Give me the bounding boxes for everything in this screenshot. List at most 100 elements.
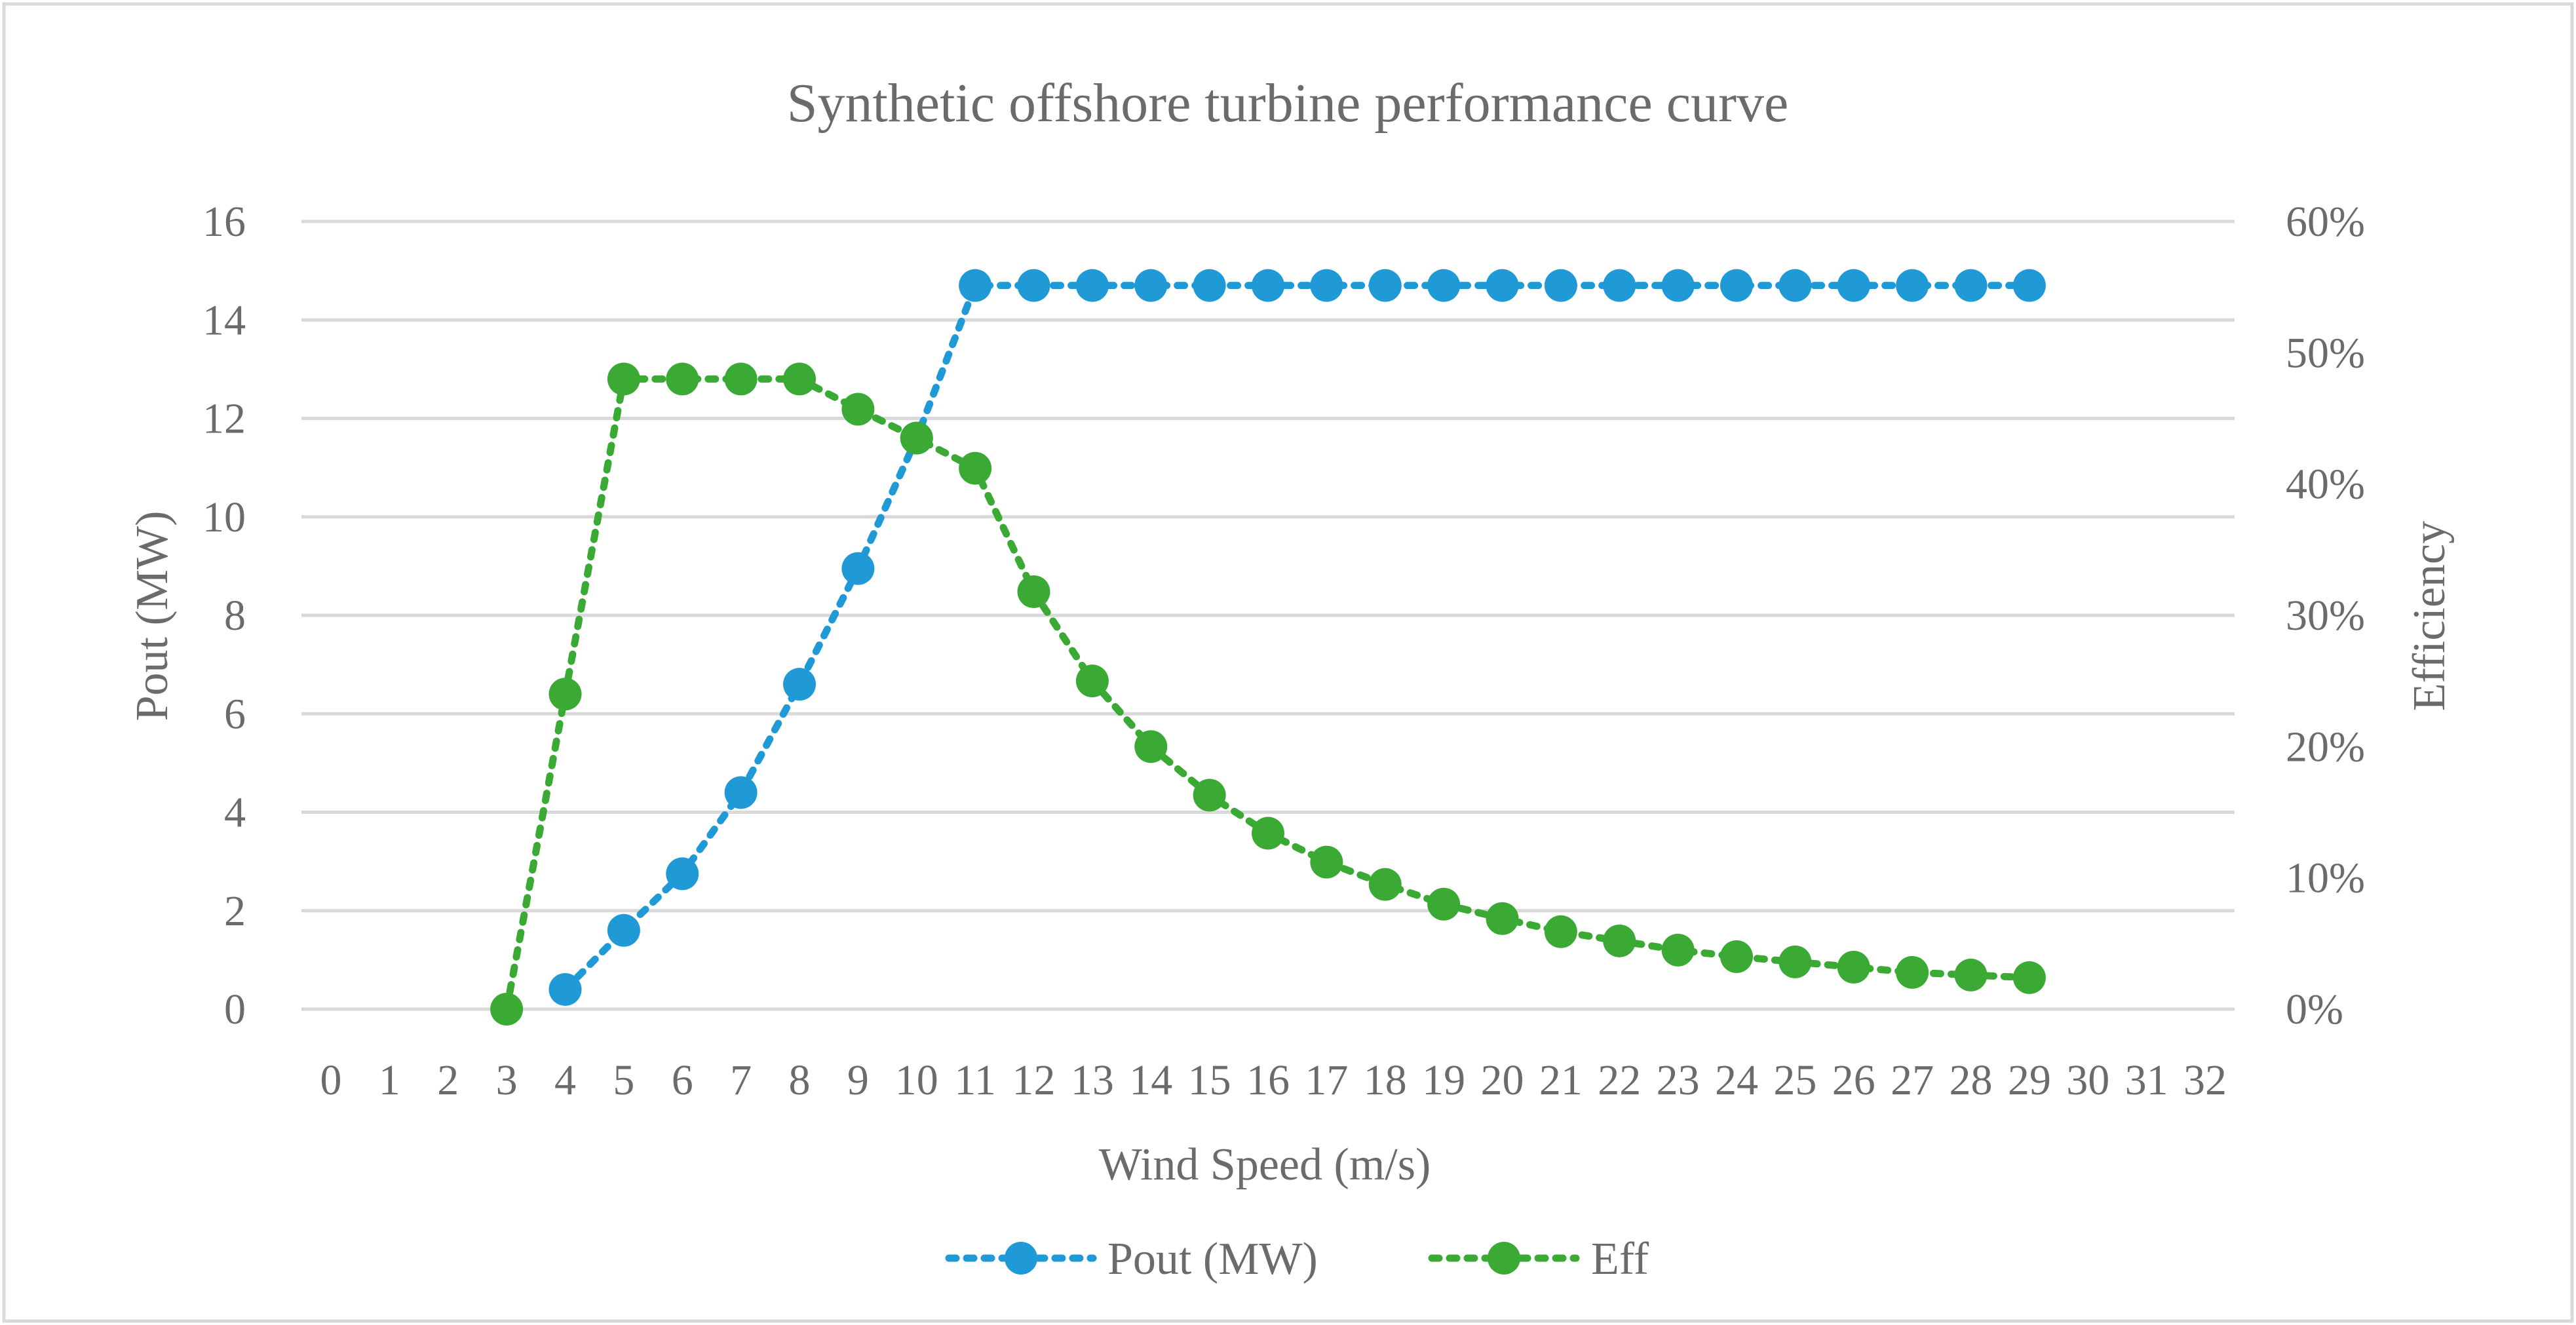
x-tick-label: 9 <box>847 1056 869 1104</box>
data-point <box>1603 924 1636 957</box>
data-point <box>1837 269 1870 302</box>
data-point <box>2012 961 2046 994</box>
data-point <box>1661 933 1695 967</box>
y2-axis-title: Efficiency <box>2404 521 2455 711</box>
gridlines <box>301 220 2235 1011</box>
series-eff <box>490 362 2046 1026</box>
x-tick-label: 15 <box>1188 1056 1231 1104</box>
data-point <box>724 776 758 809</box>
y-tick-label: 16 <box>202 198 246 246</box>
y-axis-ticks: 0 2 4 6 8 10 12 14 16 <box>202 198 246 1033</box>
data-point <box>1778 945 1812 978</box>
data-point <box>1837 950 1870 984</box>
data-point <box>959 451 992 485</box>
x-tick-label: 17 <box>1305 1056 1348 1104</box>
legend-marker-pout <box>1005 1242 1037 1275</box>
x-tick-label: 3 <box>496 1056 518 1104</box>
data-point <box>841 552 875 585</box>
data-point <box>783 668 816 701</box>
data-point <box>1954 269 1988 302</box>
data-point <box>490 993 524 1026</box>
data-point <box>1075 269 1109 302</box>
x-tick-label: 0 <box>320 1056 342 1104</box>
data-point <box>1486 902 1519 935</box>
chart-title: Synthetic offshore turbine performance c… <box>787 73 1789 134</box>
y2-tick-label: 20% <box>2286 723 2365 771</box>
series-layer <box>490 269 2046 1026</box>
x-tick-label: 14 <box>1129 1056 1172 1104</box>
y2-tick-label: 40% <box>2286 461 2365 509</box>
y2-tick-label: 30% <box>2286 592 2365 640</box>
x-tick-label: 25 <box>1773 1056 1817 1104</box>
data-point <box>724 362 758 396</box>
x-tick-label: 28 <box>1950 1056 1993 1104</box>
data-point <box>1193 778 1226 812</box>
legend: Pout (MW) Eff <box>945 1234 1649 1284</box>
y-tick-label: 8 <box>224 592 246 640</box>
data-point <box>607 362 640 396</box>
data-point <box>1134 269 1168 302</box>
data-point <box>959 269 992 302</box>
data-point <box>841 393 875 426</box>
data-point <box>1075 664 1109 698</box>
legend-item-eff: Eff <box>1428 1234 1649 1284</box>
data-point <box>607 913 640 947</box>
x-tick-label: 29 <box>2008 1056 2051 1104</box>
data-point <box>1310 845 1343 879</box>
data-point <box>1368 269 1402 302</box>
data-point <box>1368 868 1402 901</box>
x-tick-label: 23 <box>1657 1056 1700 1104</box>
y2-tick-label: 50% <box>2286 329 2365 377</box>
data-point <box>1427 269 1461 302</box>
y-tick-label: 14 <box>202 296 246 344</box>
legend-marker-eff <box>1488 1242 1520 1275</box>
legend-item-pout: Pout (MW) <box>945 1234 1318 1284</box>
x-tick-label: 2 <box>437 1056 459 1104</box>
y-axis-title: Pout (MW) <box>127 511 178 721</box>
data-point <box>548 678 582 711</box>
x-tick-label: 16 <box>1246 1056 1290 1104</box>
data-point <box>1252 269 1284 302</box>
x-tick-label: 21 <box>1539 1056 1583 1104</box>
y-tick-label: 4 <box>224 789 246 837</box>
x-tick-label: 13 <box>1071 1056 1114 1104</box>
data-point <box>1896 955 1929 989</box>
data-point <box>1896 269 1929 302</box>
data-point <box>1427 887 1461 921</box>
x-tick-label: 6 <box>672 1056 693 1104</box>
x-axis-ticks: 0 1 2 3 4 5 6 7 8 9 10 11 12 13 14 15 16 17 18 19 20 21 22 23 24… <box>320 1056 2227 1104</box>
legend-label-eff: Eff <box>1591 1234 1649 1284</box>
data-point <box>548 972 582 1006</box>
y-tick-label: 2 <box>224 887 246 935</box>
y2-tick-label: 60% <box>2286 198 2365 246</box>
x-tick-label: 10 <box>895 1056 938 1104</box>
data-point <box>1544 915 1577 948</box>
x-tick-label: 20 <box>1481 1056 1524 1104</box>
x-tick-label: 22 <box>1598 1056 1641 1104</box>
data-point <box>1134 730 1168 763</box>
x-tick-label: 4 <box>554 1056 576 1104</box>
x-axis-title: Wind Speed (m/s) <box>1099 1140 1431 1190</box>
data-point <box>666 857 699 891</box>
x-tick-label: 19 <box>1422 1056 1465 1104</box>
y-tick-label: 10 <box>202 493 246 541</box>
data-point <box>900 421 933 455</box>
data-point <box>1017 269 1050 302</box>
x-tick-label: 32 <box>2183 1056 2227 1104</box>
data-point <box>783 362 816 396</box>
data-point <box>1252 816 1284 850</box>
x-tick-label: 18 <box>1364 1056 1407 1104</box>
x-tick-label: 26 <box>1832 1056 1875 1104</box>
data-point <box>1193 269 1226 302</box>
x-tick-label: 12 <box>1012 1056 1056 1104</box>
y-tick-label: 6 <box>224 690 246 738</box>
data-point <box>666 362 699 396</box>
y-tick-label: 0 <box>224 986 246 1033</box>
x-tick-label: 11 <box>954 1056 996 1104</box>
x-tick-label: 30 <box>2066 1056 2109 1104</box>
x-tick-label: 1 <box>379 1056 400 1104</box>
x-tick-label: 24 <box>1715 1056 1758 1104</box>
x-tick-label: 27 <box>1891 1056 1934 1104</box>
